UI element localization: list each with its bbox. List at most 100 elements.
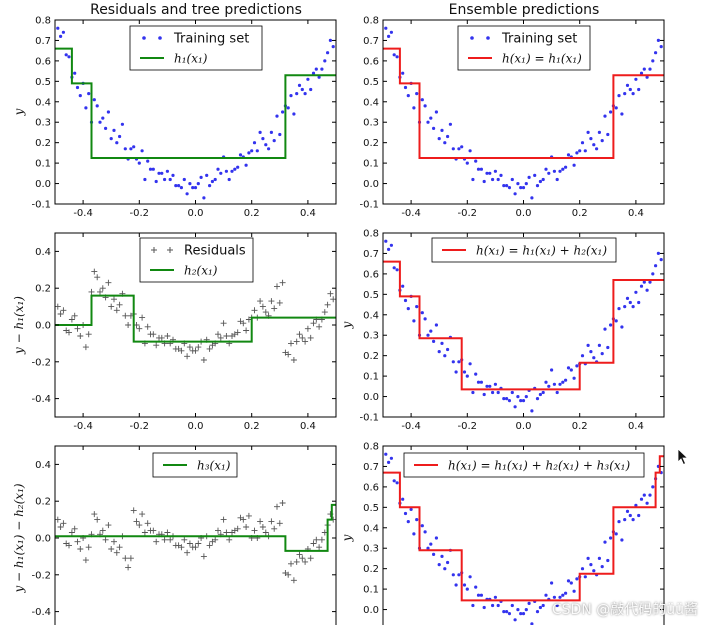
residual-point <box>279 500 286 506</box>
training-point <box>264 143 268 147</box>
training-point <box>395 481 399 485</box>
training-point <box>620 325 624 329</box>
training-point <box>78 94 82 98</box>
training-point <box>491 177 495 182</box>
residual-point <box>271 305 278 312</box>
legend: h(x₁) = h₁(x₁) + h₂(x₁) + h₃(x₁) <box>403 452 645 478</box>
legend-marker <box>167 247 173 253</box>
training-point <box>550 581 554 585</box>
training-point <box>412 106 416 110</box>
residual-point <box>68 316 75 323</box>
residual-point <box>184 353 191 360</box>
legend: Residuals h₂(x₁) <box>139 237 254 283</box>
x-tick-label: -0.2 <box>458 208 478 219</box>
training-point <box>589 350 593 354</box>
training-point <box>432 552 436 557</box>
residual-point <box>68 529 75 536</box>
legend-box <box>129 25 263 71</box>
training-point <box>300 87 304 92</box>
training-point <box>620 538 624 542</box>
residual-point <box>136 325 143 332</box>
training-point <box>137 161 141 165</box>
training-point <box>592 569 596 573</box>
training-point <box>555 603 559 608</box>
training-point <box>541 603 545 608</box>
training-point <box>530 196 534 200</box>
residual-point <box>153 538 160 545</box>
training-point <box>434 536 438 540</box>
residual-point <box>167 536 174 543</box>
training-point <box>513 405 517 409</box>
training-point <box>513 618 517 622</box>
training-point <box>569 368 573 372</box>
training-point <box>524 608 528 612</box>
training-point <box>535 184 540 188</box>
residual-point <box>122 312 129 319</box>
training-point <box>462 583 467 587</box>
residual-point <box>290 577 297 584</box>
training-point <box>406 307 410 311</box>
training-point <box>496 390 500 395</box>
legend-label: Training set <box>173 32 249 47</box>
residual-point <box>125 322 132 328</box>
training-point <box>56 26 60 30</box>
training-point <box>583 575 587 579</box>
training-point <box>84 106 88 110</box>
y-axis-label: y − h₁(x₁) − h₂(x₁) <box>12 483 26 593</box>
y-tick-label: 0.3 <box>35 118 51 129</box>
training-point <box>496 177 500 182</box>
residual-point <box>310 320 317 327</box>
panel-middle-left: -0.4 -0.2 0.0 0.2 0.4 -0.4 -0.2 0.0 0.2 0.4 y − h₁… <box>12 232 337 432</box>
residual-point <box>324 301 331 308</box>
training-point <box>634 290 638 294</box>
residual-point <box>113 307 120 314</box>
training-point <box>471 603 475 608</box>
training-point <box>314 67 318 71</box>
residual-point <box>195 344 202 351</box>
training-point <box>171 173 175 177</box>
training-point <box>519 612 523 616</box>
training-point <box>507 399 511 403</box>
residual-point <box>150 527 157 534</box>
training-point <box>440 341 444 345</box>
training-point <box>448 122 452 126</box>
training-point <box>474 585 478 589</box>
training-point <box>600 565 604 569</box>
residual-point <box>102 536 109 543</box>
residual-point <box>299 334 306 341</box>
y-tick-label: -0.4 <box>31 607 51 618</box>
residual-point <box>215 331 221 338</box>
training-point <box>250 149 254 153</box>
x-tick-label: 0.4 <box>300 421 316 432</box>
x-tick-label: -0.4 <box>73 421 93 432</box>
training-point <box>303 92 307 96</box>
training-point <box>519 399 523 403</box>
x-tick-label: -0.2 <box>130 421 150 432</box>
x-tick-label: 0.4 <box>628 421 644 432</box>
training-point <box>384 452 388 456</box>
training-point <box>648 280 652 284</box>
y-tick-label: 0.0 <box>363 605 379 616</box>
training-point <box>600 139 604 143</box>
residual-point <box>60 307 67 314</box>
legend-label: h(x₁) = h₁(x₁) + h₂(x₁) + h₃(x₁) <box>448 459 630 473</box>
training-point <box>395 55 399 59</box>
legend-marker <box>158 36 162 40</box>
training-point <box>513 192 517 196</box>
training-point <box>623 305 627 309</box>
residual-point <box>234 525 241 532</box>
residual-point <box>206 542 213 549</box>
training-point <box>420 311 424 315</box>
y-tick-label: 0.4 <box>363 97 379 108</box>
y-tick-label: 0.3 <box>363 331 379 342</box>
training-point <box>639 71 644 75</box>
training-point <box>595 147 599 151</box>
training-point <box>468 362 472 366</box>
training-point <box>429 116 433 120</box>
residual-point <box>74 325 81 332</box>
training-point <box>651 485 655 489</box>
training-point <box>446 134 450 139</box>
residual-point <box>108 303 115 310</box>
residual-point <box>274 283 280 290</box>
